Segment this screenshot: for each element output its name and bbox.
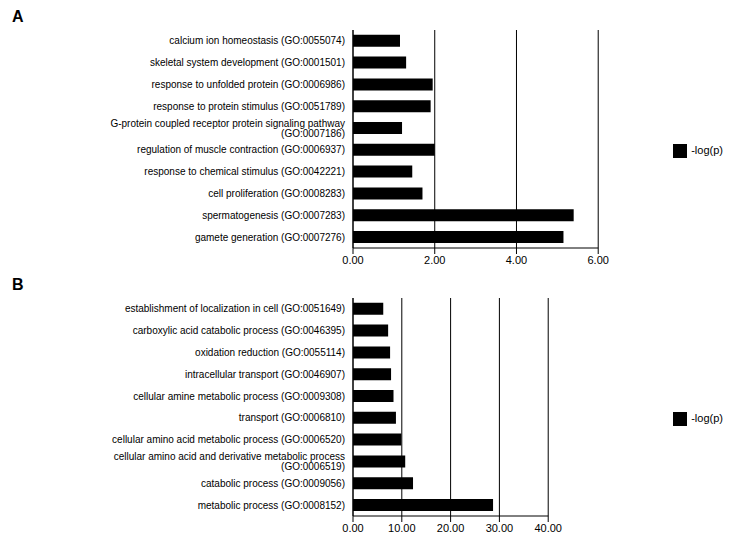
svg-text:metabolic process (GO:0008152): metabolic process (GO:0008152): [198, 500, 345, 511]
html-text:B: B: [12, 276, 24, 293]
svg-text:calcium ion homeostasis (GO:00: calcium ion homeostasis (GO:0055074): [169, 35, 345, 46]
svg-text:0.00: 0.00: [342, 522, 363, 534]
svg-text:regulation of muscle contracti: regulation of muscle contraction (GO:000…: [137, 144, 345, 155]
svg-text:10.00: 10.00: [388, 522, 416, 534]
svg-text:cellular amino acid and deriva: cellular amino acid and derivative metab…: [114, 451, 345, 472]
svg-text:cell proliferation (GO:0008283: cell proliferation (GO:0008283): [208, 188, 345, 199]
svg-text:transport (GO:0006810): transport (GO:0006810): [239, 412, 345, 423]
svg-text:20.00: 20.00: [437, 522, 465, 534]
svg-text:spermatogenesis (GO:0007283): spermatogenesis (GO:0007283): [202, 210, 345, 221]
html-text:-log(p): -log(p): [691, 412, 723, 424]
svg-text:40.00: 40.00: [534, 522, 562, 534]
svg-text:intracellular transport (GO:00: intracellular transport (GO:0046907): [185, 369, 345, 380]
html-text:-log(p): -log(p): [691, 144, 723, 156]
svg-text:cellular amine metabolic proce: cellular amine metabolic process (GO:000…: [133, 391, 345, 402]
svg-text:skeletal system development (G: skeletal system development (GO:0001501): [150, 57, 345, 68]
svg-text:gamete generation (GO:0007276): gamete generation (GO:0007276): [195, 232, 345, 243]
svg-text:G-protein coupled receptor pro: G-protein coupled receptor protein signa…: [110, 118, 345, 139]
svg-text:response to unfolded protein (: response to unfolded protein (GO:0006986…: [152, 79, 345, 90]
svg-text:response to chemical stimulus: response to chemical stimulus (GO:004222…: [144, 166, 345, 177]
svg-text:0.00: 0.00: [342, 254, 363, 266]
svg-text:2.00: 2.00: [424, 254, 445, 266]
html-text:A: A: [12, 8, 24, 25]
svg-text:catabolic process (GO:0009056): catabolic process (GO:0009056): [201, 478, 345, 489]
svg-text:30.00: 30.00: [486, 522, 514, 534]
svg-text:response to protein stimulus (: response to protein stimulus (GO:0051789…: [153, 101, 345, 112]
svg-text:cellular amino acid metabolic: cellular amino acid metabolic process (G…: [112, 434, 345, 445]
svg-text:establishment of localization: establishment of localization in cell (G…: [125, 303, 345, 314]
svg-text:6.00: 6.00: [587, 254, 608, 266]
svg-text:carboxylic acid catabolic proc: carboxylic acid catabolic process (GO:00…: [133, 325, 345, 336]
svg-text:oxidation reduction (GO:005511: oxidation reduction (GO:0055114): [195, 347, 345, 358]
svg-text:4.00: 4.00: [506, 254, 527, 266]
